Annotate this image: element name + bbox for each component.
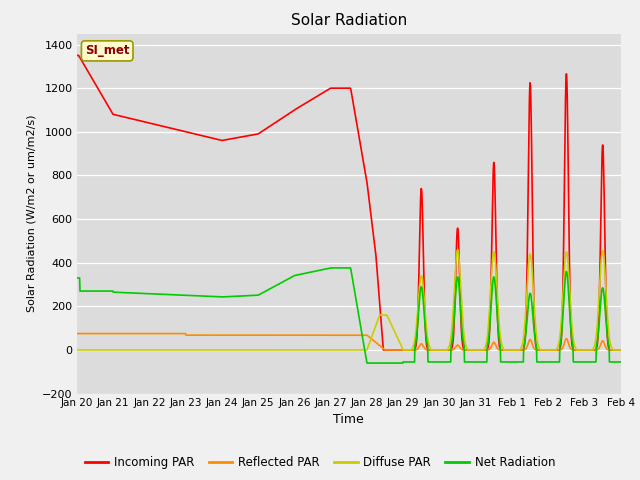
Legend: Incoming PAR, Reflected PAR, Diffuse PAR, Net Radiation: Incoming PAR, Reflected PAR, Diffuse PAR… xyxy=(80,452,560,474)
Title: Solar Radiation: Solar Radiation xyxy=(291,13,407,28)
Y-axis label: Solar Radiation (W/m2 or um/m2/s): Solar Radiation (W/m2 or um/m2/s) xyxy=(27,115,36,312)
X-axis label: Time: Time xyxy=(333,413,364,426)
Text: SI_met: SI_met xyxy=(85,44,129,58)
